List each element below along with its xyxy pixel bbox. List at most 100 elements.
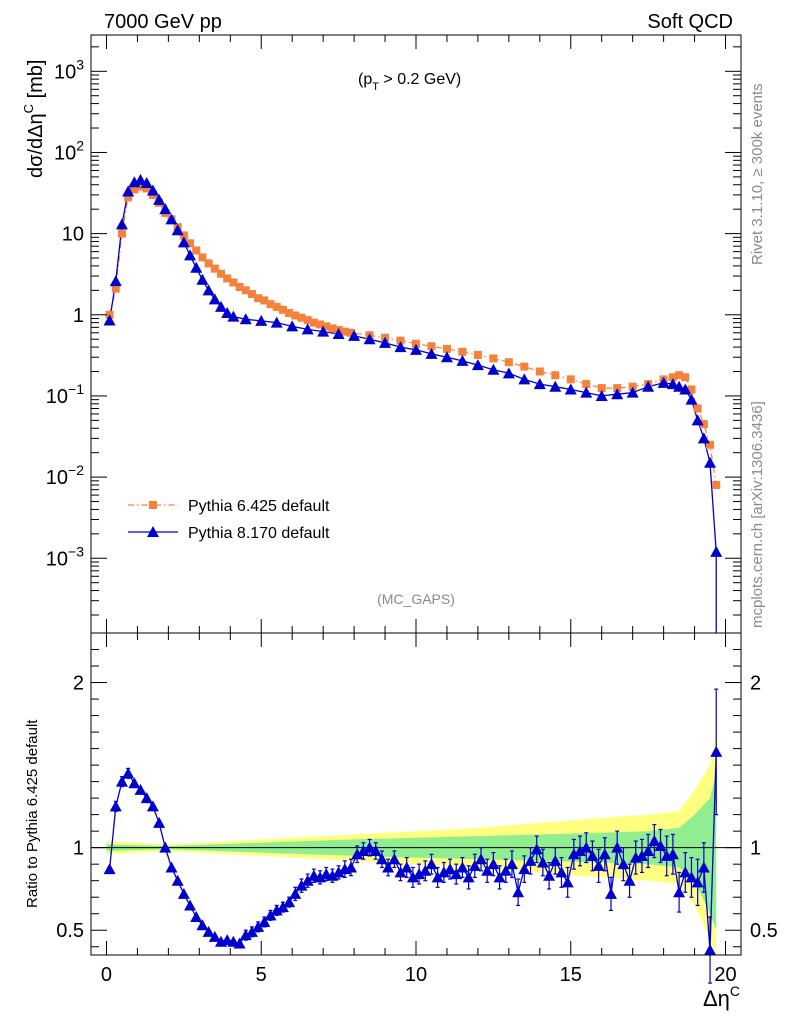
y-tick-base: 1 xyxy=(73,305,84,327)
ratio-point xyxy=(648,835,661,847)
pythia6-point xyxy=(322,322,331,331)
legend-entry-pythia8: Pythia 8.170 default xyxy=(128,525,330,542)
ratio-point xyxy=(363,841,376,853)
ratio-point xyxy=(239,929,252,941)
pythia8-line xyxy=(108,179,717,552)
ratio-point xyxy=(623,874,636,886)
y-tick-label: 103 xyxy=(54,56,84,83)
pythia6-point xyxy=(473,350,482,359)
ratio-point xyxy=(245,925,258,937)
ratio-point xyxy=(505,858,518,870)
ratio-point xyxy=(115,775,128,787)
ratio-point xyxy=(171,874,184,886)
pythia8-point xyxy=(146,184,159,196)
pythia8-point xyxy=(165,213,178,225)
ratio-point xyxy=(580,841,593,853)
ratio-point xyxy=(134,783,147,795)
ratio-point xyxy=(617,858,630,870)
main-ylabel-sup: C xyxy=(21,104,36,113)
pythia8-point xyxy=(685,393,698,405)
ratio-panel: 0.5 0.51 12 20 5 10 15 20 Ratio to Pythia 6.425… xyxy=(24,632,778,1011)
pythia6-point xyxy=(712,480,721,489)
y-tick-label: 102 xyxy=(54,137,84,164)
ratio-point xyxy=(295,879,308,891)
pythia6-point xyxy=(285,309,294,318)
ratio-point xyxy=(512,886,525,898)
ratio-xlabel: ΔηC xyxy=(703,983,740,1011)
pythia6-point xyxy=(111,284,120,293)
ratio-point xyxy=(252,920,265,932)
pythia6-point xyxy=(124,193,133,202)
ratio-point xyxy=(369,844,382,856)
pythia8-point xyxy=(215,300,227,312)
ratio-point xyxy=(475,853,487,865)
pythia6-line xyxy=(109,185,717,486)
pythia8-point xyxy=(440,351,453,363)
pythia6-point xyxy=(198,253,207,262)
ratio-point xyxy=(611,841,624,853)
ratio-point xyxy=(487,858,500,870)
pythia6-point xyxy=(229,278,238,287)
ratio-point xyxy=(462,871,475,883)
pythia6-point xyxy=(130,185,139,194)
ratio-point xyxy=(357,844,370,856)
pythia6-point xyxy=(186,239,195,248)
ratio-point xyxy=(301,874,314,886)
pythia6-point xyxy=(223,274,232,283)
ratio-point xyxy=(598,848,611,860)
pythia6-point xyxy=(681,373,690,382)
y-tick-label: 10 xyxy=(62,224,84,246)
pythia8-point xyxy=(580,386,593,398)
pythia8-point xyxy=(115,218,128,230)
ratio-point xyxy=(561,876,574,888)
y-tick-base: 10 xyxy=(54,142,76,164)
pythia6-point xyxy=(520,362,529,371)
pythia6-point xyxy=(504,358,513,367)
legend-marker-pythia8 xyxy=(147,526,159,537)
ratio-x-tick-label: 10 xyxy=(405,964,427,986)
ratio-point xyxy=(530,843,543,855)
pythia8-point xyxy=(221,307,234,319)
pythia8-point xyxy=(487,363,500,375)
main-panel-frame xyxy=(90,34,742,634)
pythia8-point xyxy=(184,249,197,261)
ratio-point xyxy=(673,886,686,898)
legend-marker-pythia6 xyxy=(149,501,157,509)
pythia6-point xyxy=(699,420,708,429)
ratio-y-tick-label: 2 xyxy=(73,673,84,695)
ratio-point xyxy=(177,887,190,899)
ratio-point xyxy=(283,896,296,908)
ratio-point xyxy=(635,849,648,861)
ratio-point xyxy=(326,869,339,881)
pythia6-point xyxy=(613,384,622,393)
ratio-point xyxy=(184,899,197,911)
pythia6-point xyxy=(117,229,126,238)
cut-label-sub: T xyxy=(372,81,379,93)
ratio-point xyxy=(258,915,271,927)
pythia8-point xyxy=(410,343,422,355)
pythia6-point xyxy=(254,294,263,303)
pythia8-point xyxy=(379,336,392,348)
ratio-point xyxy=(437,866,450,878)
ratio-point xyxy=(289,887,302,899)
pythia6-point xyxy=(235,282,244,291)
ratio-point xyxy=(351,848,364,860)
ratio-y-tick-label: 0.5 xyxy=(56,920,84,942)
pythia6-point xyxy=(309,318,318,327)
pythia8-point xyxy=(549,380,562,392)
ratio-point xyxy=(481,864,494,876)
ratio-point xyxy=(270,904,283,916)
ratio-point xyxy=(345,861,357,873)
pythia6-point xyxy=(675,371,684,380)
ratio-point xyxy=(419,864,432,876)
pythia6-point xyxy=(266,300,275,309)
ratio-point xyxy=(685,871,698,883)
pythia8-point xyxy=(697,432,710,444)
pythia8-point xyxy=(190,261,203,273)
y-tick-base: 10 xyxy=(62,224,84,246)
main-ylabel-unit: [mb] xyxy=(25,60,47,104)
y-tick-exponent: −1 xyxy=(68,381,84,397)
ratio-point xyxy=(710,745,723,757)
y-tick-exponent: 2 xyxy=(76,137,84,153)
